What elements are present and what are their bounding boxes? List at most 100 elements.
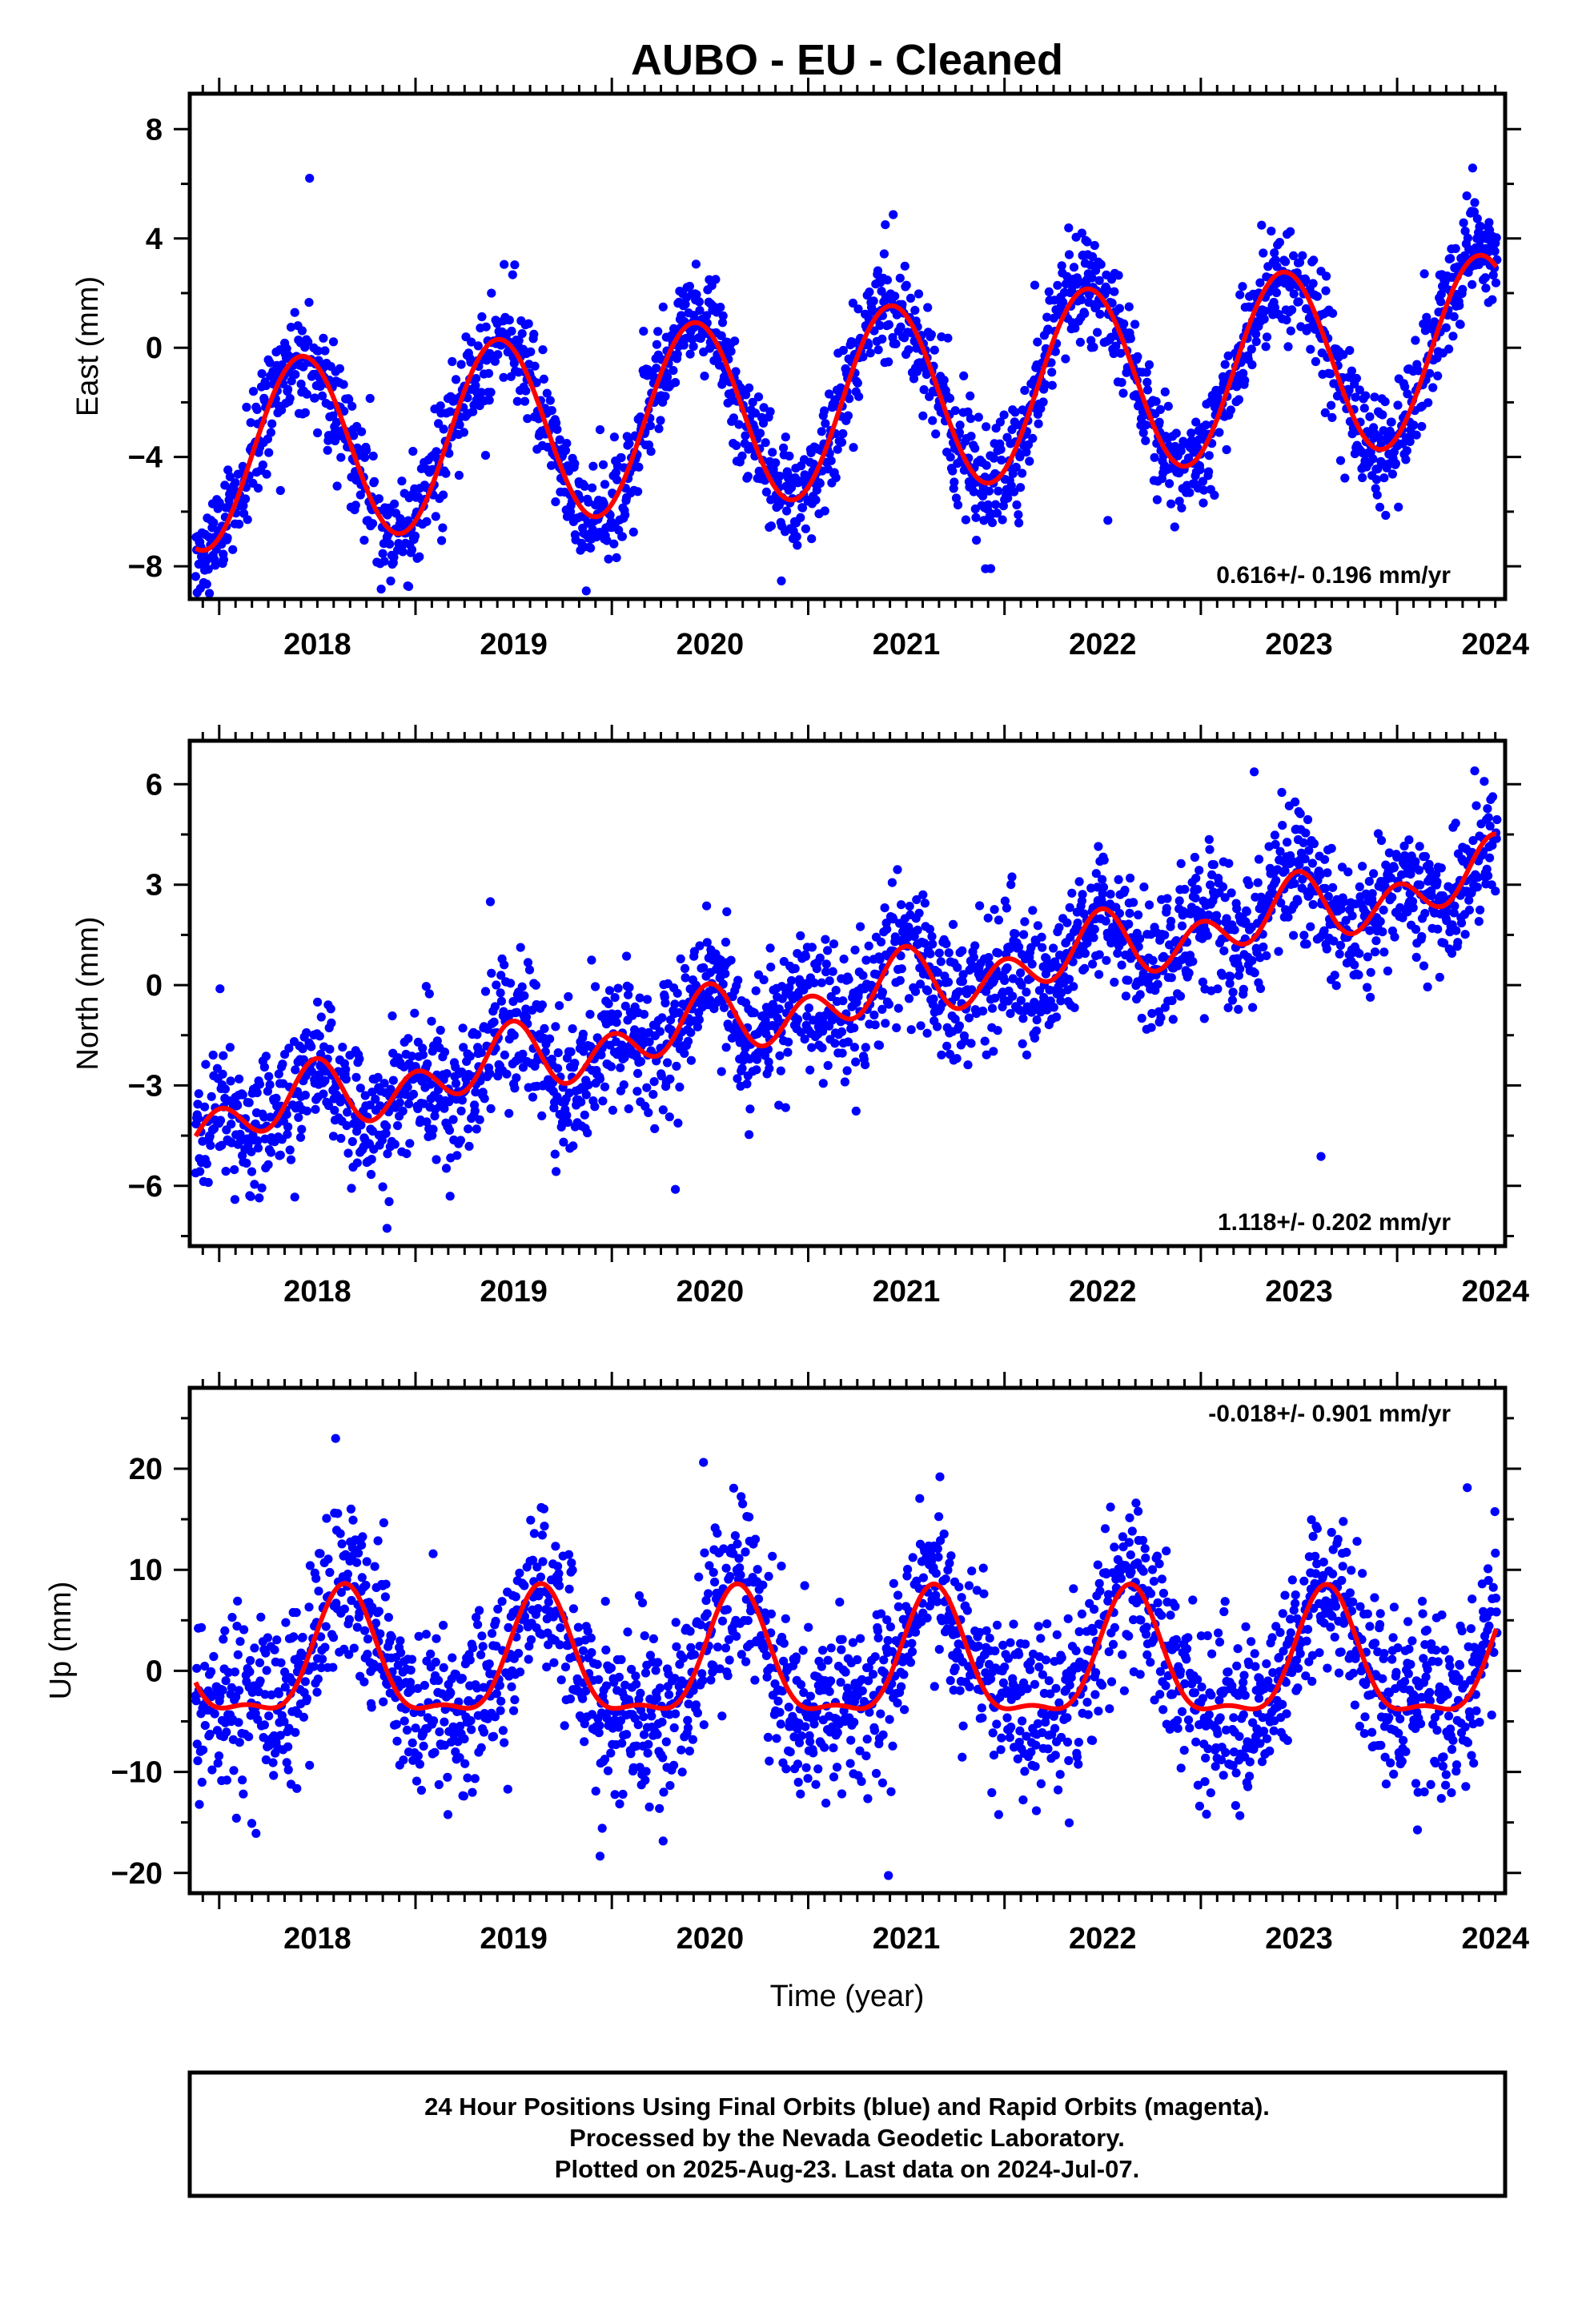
up-data-point [270, 1645, 279, 1655]
north-data-point [445, 1192, 455, 1201]
east-data-point [1137, 414, 1146, 424]
north-data-point [570, 1059, 580, 1068]
east-data-point [209, 518, 219, 528]
east-data-point [504, 316, 514, 325]
north-data-point [1433, 924, 1443, 934]
north-data-point [352, 1158, 362, 1168]
north-data-point [252, 1088, 262, 1098]
north-data-point [1242, 907, 1251, 916]
east-data-point [1491, 278, 1501, 287]
north-data-point [1018, 1014, 1028, 1023]
north-data-point [242, 1158, 251, 1168]
north-data-point [1280, 866, 1290, 875]
east-data-point [711, 275, 721, 284]
east-data-point [552, 418, 561, 428]
up-data-point [192, 1663, 202, 1673]
north-data-point [896, 951, 905, 961]
north-data-point [195, 1167, 205, 1176]
up-data-point [233, 1650, 243, 1659]
east-data-point [910, 305, 920, 316]
north-data-point [343, 1148, 353, 1158]
east-data-point [517, 329, 527, 339]
east-data-point [745, 383, 754, 392]
north-data-point [200, 1102, 210, 1112]
up-data-point [199, 1745, 208, 1755]
up-data-point [214, 1751, 224, 1761]
up-data-point [346, 1504, 355, 1514]
north-data-point [1022, 987, 1031, 997]
north-data-point [338, 1043, 347, 1052]
north-data-point [993, 1026, 1002, 1035]
north-data-point [1234, 971, 1243, 980]
north-data-point [861, 1060, 870, 1070]
north-data-point [1404, 835, 1414, 845]
east-data-point [313, 346, 323, 356]
north-data-point [1376, 835, 1387, 846]
east-data-point [467, 337, 476, 347]
east-data-point [1133, 352, 1142, 361]
up-data-point [246, 1655, 255, 1666]
east-data-point [335, 364, 344, 373]
east-data-point [1165, 479, 1174, 489]
north-data-point [1223, 1003, 1233, 1012]
east-data-point [1220, 360, 1230, 369]
north-data-point [893, 865, 902, 875]
east-data-point [845, 394, 854, 404]
north-data-point [1323, 868, 1332, 878]
north-data-point [1049, 943, 1058, 953]
north-data-point [718, 979, 728, 989]
east-data-point [481, 322, 491, 332]
north-data-point [383, 1149, 392, 1159]
east-data-point [344, 395, 354, 404]
east-data-point [652, 364, 661, 373]
north-data-point [882, 924, 892, 934]
east-data-point [499, 372, 508, 382]
north-data-point [620, 1001, 630, 1011]
north-data-point [1088, 959, 1098, 969]
north-data-point [1327, 843, 1336, 853]
east-data-point [732, 440, 741, 451]
north-data-point [1091, 869, 1101, 879]
east-data-point [1456, 320, 1465, 329]
north-data-point [876, 937, 886, 947]
north-data-point [418, 1050, 428, 1059]
north-data-point [457, 1068, 467, 1077]
north-data-point [1476, 905, 1485, 915]
east-data-point [951, 493, 962, 503]
north-data-point [719, 1003, 729, 1012]
east-data-point [602, 536, 612, 545]
north-data-point [1283, 838, 1292, 847]
north-data-point [1492, 814, 1502, 825]
north-data-point [259, 1112, 269, 1122]
east-data-point [434, 419, 444, 428]
up-data-point [210, 1709, 219, 1719]
north-data-point [404, 1099, 414, 1109]
east-data-point [817, 427, 826, 436]
north-data-point [927, 931, 937, 941]
east-data-point [943, 333, 953, 343]
east-data-point [1490, 247, 1500, 256]
north-data-point [1299, 838, 1308, 847]
east-data-point [1414, 366, 1423, 376]
east-data-point [873, 266, 883, 275]
north-data-point [552, 1167, 561, 1176]
north-data-point [906, 1025, 916, 1035]
north-data-point [212, 1063, 223, 1073]
east-data-point [653, 327, 663, 336]
up-data-point [195, 1799, 204, 1809]
north-data-point [472, 1030, 482, 1039]
north-data-point [800, 1035, 809, 1044]
east-data-point [955, 420, 965, 430]
north-data-point [1363, 983, 1372, 992]
north-data-point [1007, 872, 1017, 882]
north-data-point [502, 1069, 512, 1079]
north-data-point [1330, 971, 1339, 980]
east-data-point [1235, 290, 1245, 300]
north-data-point [584, 1080, 593, 1090]
east-data-point [264, 448, 274, 457]
east-data-point [1436, 297, 1446, 307]
up-data-point [311, 1574, 321, 1583]
east-data-point [849, 338, 859, 348]
north-data-point [367, 1088, 377, 1097]
up-data-point [247, 1819, 257, 1828]
